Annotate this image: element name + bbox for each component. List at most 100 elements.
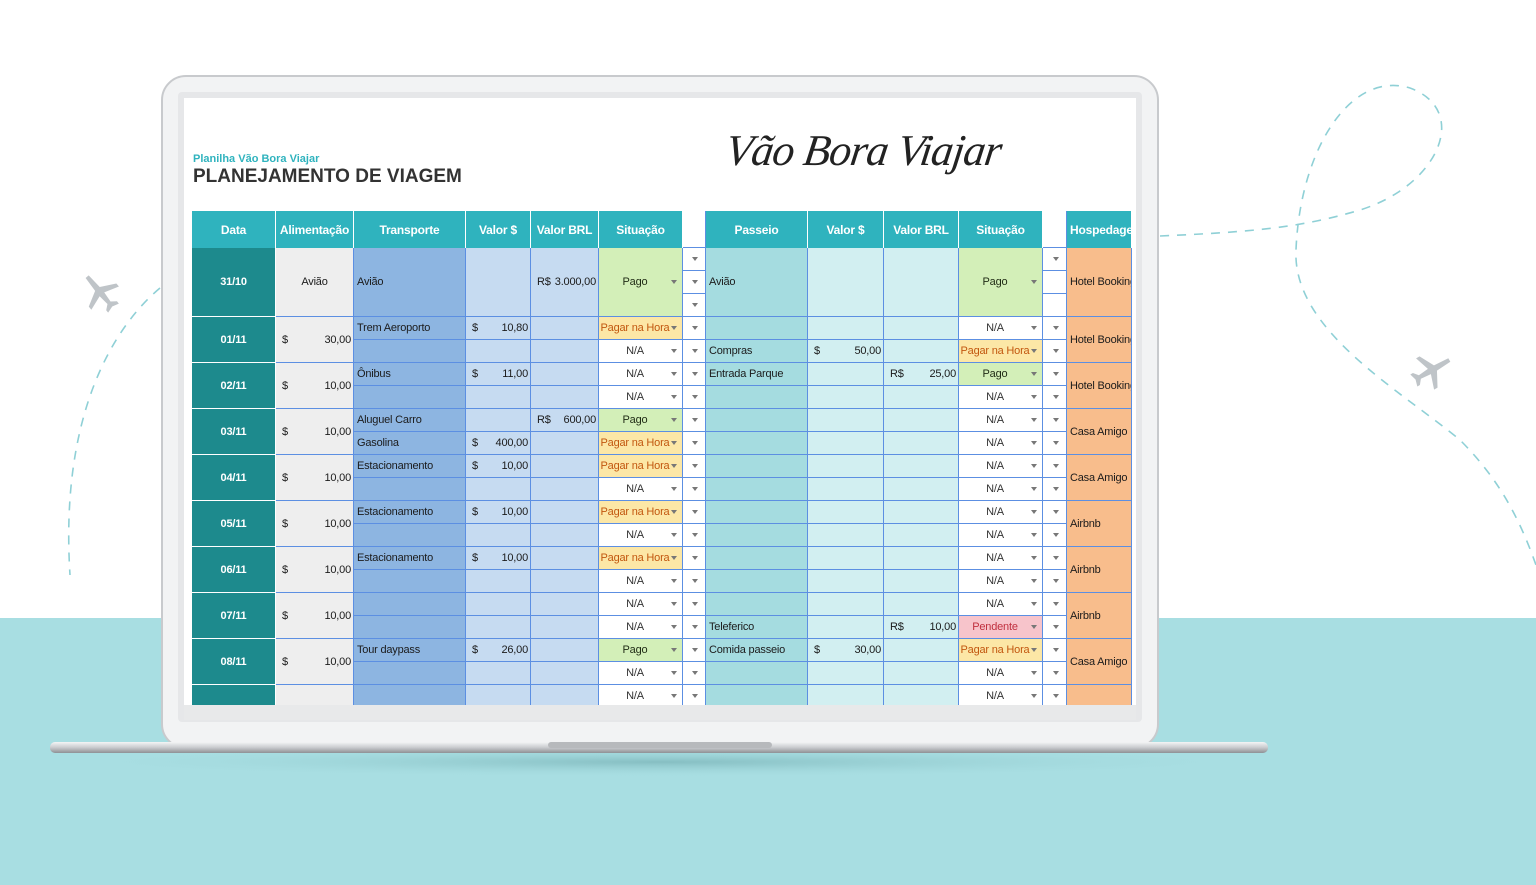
dropdown-arrow[interactable] — [1053, 349, 1059, 353]
status-cell[interactable]: Pago — [959, 363, 1043, 386]
dropdown-arrow[interactable] — [671, 280, 677, 284]
dropdown-arrow[interactable] — [1053, 441, 1059, 445]
dropdown-arrow[interactable] — [692, 441, 698, 445]
status-cell[interactable]: Pago — [599, 639, 683, 662]
dropdown-arrow[interactable] — [671, 694, 677, 698]
dropdown-arrow[interactable] — [692, 280, 698, 284]
dropdown-arrow[interactable] — [1031, 395, 1037, 399]
dropdown-arrow[interactable] — [1053, 533, 1059, 537]
dropdown-arrow[interactable] — [692, 349, 698, 353]
status-cell[interactable]: N/A — [959, 317, 1043, 340]
dropdown-arrow[interactable] — [671, 487, 677, 491]
dropdown-arrow[interactable] — [1031, 441, 1037, 445]
status-cell[interactable]: N/A — [599, 340, 683, 363]
status-cell[interactable]: N/A — [959, 501, 1043, 524]
dropdown-arrow[interactable] — [692, 464, 698, 468]
dropdown-arrow[interactable] — [692, 579, 698, 583]
dropdown-arrow[interactable] — [1031, 579, 1037, 583]
dropdown-arrow[interactable] — [1053, 464, 1059, 468]
status-cell[interactable]: N/A — [599, 662, 683, 685]
dropdown-arrow[interactable] — [692, 303, 698, 307]
dropdown-arrow[interactable] — [671, 418, 677, 422]
dropdown-arrow[interactable] — [692, 602, 698, 606]
dropdown-arrow[interactable] — [1053, 372, 1059, 376]
status-cell[interactable]: Pagar na Hora — [599, 501, 683, 524]
status-cell[interactable]: N/A — [959, 593, 1043, 616]
dropdown-arrow[interactable] — [692, 694, 698, 698]
status-cell[interactable]: Pago — [959, 248, 1043, 317]
dropdown-arrow[interactable] — [1031, 694, 1037, 698]
dropdown-arrow[interactable] — [1053, 625, 1059, 629]
dropdown-arrow[interactable] — [692, 671, 698, 675]
status-cell[interactable]: N/A — [959, 524, 1043, 547]
dropdown-arrow[interactable] — [671, 395, 677, 399]
dropdown-arrow[interactable] — [1053, 579, 1059, 583]
dropdown-arrow[interactable] — [1053, 395, 1059, 399]
dropdown-arrow[interactable] — [692, 326, 698, 330]
status-cell[interactable]: N/A — [599, 685, 683, 705]
dropdown-arrow[interactable] — [671, 533, 677, 537]
dropdown-arrow[interactable] — [1053, 257, 1059, 261]
dropdown-arrow[interactable] — [1031, 487, 1037, 491]
dropdown-arrow[interactable] — [1031, 602, 1037, 606]
status-cell[interactable]: Pagar na Hora — [959, 639, 1043, 662]
dropdown-arrow[interactable] — [1031, 326, 1037, 330]
dropdown-arrow[interactable] — [671, 349, 677, 353]
dropdown-arrow[interactable] — [671, 326, 677, 330]
dropdown-arrow[interactable] — [692, 556, 698, 560]
dropdown-arrow[interactable] — [692, 395, 698, 399]
status-cell[interactable]: N/A — [599, 593, 683, 616]
status-cell[interactable]: N/A — [599, 478, 683, 501]
status-cell[interactable]: N/A — [959, 478, 1043, 501]
dropdown-arrow[interactable] — [1031, 349, 1037, 353]
dropdown-arrow[interactable] — [1031, 418, 1037, 422]
status-cell[interactable]: N/A — [599, 570, 683, 593]
dropdown-arrow[interactable] — [671, 510, 677, 514]
dropdown-arrow[interactable] — [1053, 326, 1059, 330]
status-cell[interactable]: N/A — [959, 409, 1043, 432]
status-cell[interactable]: N/A — [959, 455, 1043, 478]
status-cell[interactable]: Pagar na Hora — [599, 455, 683, 478]
dropdown-arrow[interactable] — [1053, 418, 1059, 422]
status-cell[interactable]: N/A — [599, 386, 683, 409]
dropdown-arrow[interactable] — [1031, 510, 1037, 514]
dropdown-arrow[interactable] — [1031, 648, 1037, 652]
status-cell[interactable]: Pago — [599, 248, 683, 317]
status-cell[interactable]: Pagar na Hora — [599, 547, 683, 570]
dropdown-arrow[interactable] — [1031, 280, 1037, 284]
dropdown-arrow[interactable] — [1053, 487, 1059, 491]
dropdown-arrow[interactable] — [692, 372, 698, 376]
dropdown-arrow[interactable] — [671, 602, 677, 606]
dropdown-arrow[interactable] — [671, 671, 677, 675]
dropdown-arrow[interactable] — [1053, 556, 1059, 560]
dropdown-arrow[interactable] — [671, 372, 677, 376]
dropdown-arrow[interactable] — [1031, 671, 1037, 675]
dropdown-arrow[interactable] — [1053, 648, 1059, 652]
dropdown-arrow[interactable] — [671, 441, 677, 445]
dropdown-arrow[interactable] — [692, 625, 698, 629]
status-cell[interactable]: N/A — [599, 363, 683, 386]
status-cell[interactable]: Pagar na Hora — [959, 340, 1043, 363]
status-cell[interactable]: N/A — [959, 547, 1043, 570]
dropdown-arrow[interactable] — [1053, 510, 1059, 514]
dropdown-arrow[interactable] — [692, 648, 698, 652]
dropdown-arrow[interactable] — [1031, 556, 1037, 560]
dropdown-arrow[interactable] — [1053, 602, 1059, 606]
dropdown-arrow[interactable] — [692, 533, 698, 537]
status-cell[interactable]: N/A — [959, 432, 1043, 455]
dropdown-arrow[interactable] — [671, 556, 677, 560]
dropdown-arrow[interactable] — [671, 625, 677, 629]
status-cell[interactable]: N/A — [959, 570, 1043, 593]
dropdown-arrow[interactable] — [692, 257, 698, 261]
status-cell[interactable]: Pago — [599, 409, 683, 432]
status-cell[interactable]: Pendente — [959, 616, 1043, 639]
dropdown-arrow[interactable] — [671, 648, 677, 652]
dropdown-arrow[interactable] — [1053, 671, 1059, 675]
dropdown-arrow[interactable] — [671, 464, 677, 468]
dropdown-arrow[interactable] — [1053, 694, 1059, 698]
status-cell[interactable]: N/A — [959, 685, 1043, 705]
status-cell[interactable]: Pagar na Hora — [599, 432, 683, 455]
dropdown-arrow[interactable] — [692, 510, 698, 514]
dropdown-arrow[interactable] — [1031, 533, 1037, 537]
dropdown-arrow[interactable] — [1031, 625, 1037, 629]
